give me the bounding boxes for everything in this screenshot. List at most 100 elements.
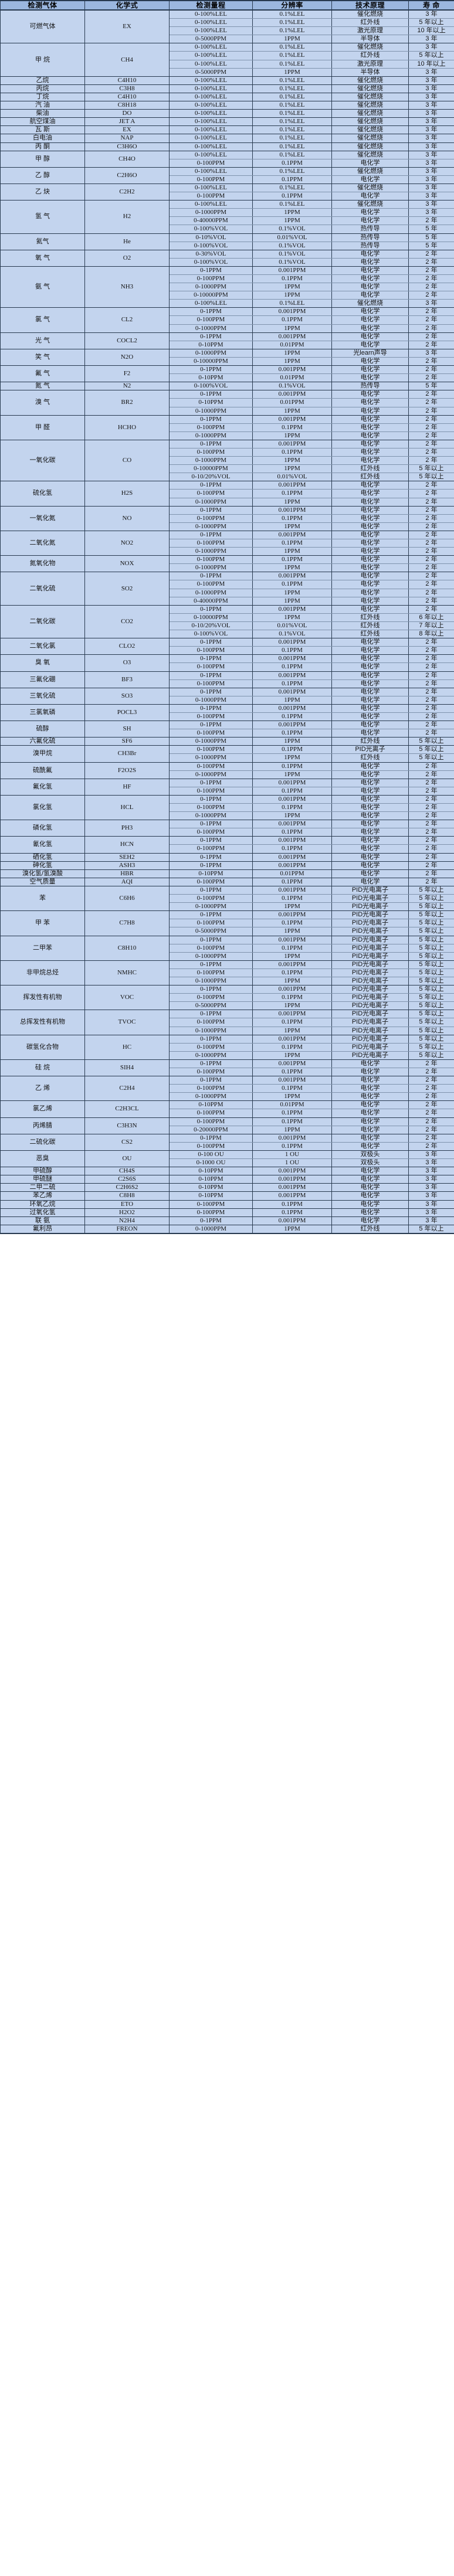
cell-technology: 电化学 — [331, 1125, 409, 1134]
cell-lifespan: 2 年 — [408, 1092, 454, 1102]
cell-detection-range: 0-100PPM — [169, 315, 253, 325]
cell-resolution: 0.01PPM — [252, 398, 332, 407]
table-row: 0-100PPM 0.1PPM 电化学 2 年 — [1, 729, 454, 738]
cell-detection-range: 0-1PPM — [169, 307, 253, 317]
cell-resolution: 0.001PPM — [252, 1076, 332, 1085]
cell-chemical-formula: BR2 — [84, 390, 170, 416]
table-header: 检测气体 化学式 检测量程 分辨率 技术原理 寿 命 — [0, 0, 454, 11]
cell-resolution: 0.001PPM — [252, 604, 332, 614]
cell-lifespan: 8 年以上 — [408, 630, 454, 639]
cell-technology: PID光电离子 — [331, 1042, 409, 1052]
cell-gas-name: 丙 酮 — [0, 142, 85, 151]
cell-lifespan: 2 年 — [408, 671, 454, 680]
cell-lifespan: 5 年以上 — [408, 910, 454, 920]
cell-chemical-formula: CH4S — [84, 1167, 170, 1176]
cell-resolution: 0.001PPM — [252, 481, 332, 490]
table-row: 0-100PPM 0.1PPM PID光电离子 5 年以上 — [1, 1018, 454, 1027]
cell-lifespan: 5 年以上 — [408, 902, 454, 912]
cell-lifespan: 3 年 — [408, 166, 454, 176]
cell-chemical-formula: EX — [84, 125, 170, 135]
cell-gas-name: 乙烷 — [0, 76, 85, 85]
cell-technology: 电化学 — [331, 596, 409, 606]
cell-technology: 电化学 — [331, 1191, 409, 1201]
cell-resolution: 0.1PPM — [252, 943, 332, 953]
cell-detection-range: 0-1PPM — [169, 1010, 253, 1019]
cell-chemical-formula: C2S6S — [84, 1175, 170, 1184]
cell-detection-range: 0-1000PPM — [169, 208, 253, 218]
cell-gas-name: 砷化氢 — [0, 861, 85, 870]
table-row: 氟 气 F2 0-1PPM 0.001PPM 电化学 2 年 — [0, 365, 454, 383]
table-row: 0-1000PPM 1PPM 电化学 2 年 — [1, 770, 454, 779]
cell-resolution: 0.1PPM — [252, 423, 332, 432]
table-row: 甲硫醚 C2S6S 0-10PPM 0.001PPM 电化学 3 年 — [0, 1175, 454, 1184]
cell-resolution: 0.1PPM — [252, 762, 332, 771]
cell-technology: 热传导 — [331, 382, 409, 391]
cell-technology: 电化学 — [331, 373, 409, 383]
cell-chemical-formula: C2H6S2 — [84, 1183, 170, 1192]
cell-lifespan: 2 年 — [408, 1109, 454, 1118]
cell-detection-range: 0-1PPM — [169, 439, 253, 448]
cell-detection-range: 0-100PPM — [169, 1042, 253, 1052]
cell-resolution: 1PPM — [252, 902, 332, 912]
cell-lifespan: 5 年 — [408, 241, 454, 250]
cell-technology: 电化学 — [331, 1167, 409, 1176]
cell-chemical-formula: HCHO — [84, 414, 170, 440]
cell-resolution: 0.1PPM — [252, 712, 332, 722]
cell-resolution: 0.001PPM — [252, 910, 332, 920]
table-row: 0-5000PPM 1PPM PID光电离子 5 年以上 — [1, 1001, 454, 1011]
cell-chemical-formula: NOX — [84, 555, 170, 573]
cell-technology: 电化学 — [331, 216, 409, 226]
cell-technology: 电化学 — [331, 547, 409, 556]
cell-detection-range: 0-100PPM — [169, 1199, 253, 1209]
cell-technology: 电化学 — [331, 192, 409, 201]
cell-technology: PID光电离子 — [331, 935, 409, 944]
cell-resolution: 0.001PPM — [252, 794, 332, 804]
cell-technology: 电化学 — [331, 646, 409, 655]
cell-chemical-formula: N2 — [84, 382, 170, 391]
cell-gas-name: 恶臭 — [0, 1150, 85, 1168]
cell-lifespan: 3 年 — [408, 158, 454, 168]
table-row: 三氟化硼 BF3 0-1PPM 0.001PPM 电化学 2 年 — [0, 671, 454, 688]
cell-gas-name: 臭 氧 — [0, 654, 85, 672]
table-row: 过氧化氢 H2O2 0-100PPM 0.1PPM 电化学 3 年 — [0, 1208, 454, 1217]
table-row: 0-1000PPM 1PPM 电化学 2 年 — [1, 588, 454, 597]
cell-gas-name: 柴油 — [0, 109, 85, 118]
cell-technology: 红外线 — [331, 630, 409, 639]
table-row: 0-100PPM 0.1PPM PID光电离子 5 年以上 — [1, 943, 454, 953]
table-row: 丙烯腈 C3H3N 0-100PPM 0.1PPM 电化学 2 年 — [0, 1117, 454, 1134]
cell-resolution: 0.001PPM — [252, 1175, 332, 1184]
cell-detection-range: 0-100PPM — [169, 762, 253, 771]
cell-lifespan: 5 年以上 — [408, 985, 454, 994]
table-row: 0-100PPM 0.1PPM 电化学 2 年 — [1, 538, 454, 548]
cell-resolution: 1PPM — [252, 324, 332, 333]
cell-lifespan: 2 年 — [408, 456, 454, 465]
cell-detection-range: 0-100PPM — [169, 786, 253, 796]
cell-chemical-formula: COCL2 — [84, 332, 170, 349]
cell-lifespan: 2 年 — [408, 646, 454, 655]
cell-technology: 电化学 — [331, 1100, 409, 1110]
cell-detection-range: 0-1PPM — [169, 481, 253, 490]
table-row: 0-1000PPM 1PPM PID光电离子 5 年以上 — [1, 951, 454, 961]
cell-resolution: 1PPM — [252, 563, 332, 573]
cell-resolution: 1 OU — [252, 1150, 332, 1160]
cell-resolution: 0.1PPM — [252, 662, 332, 672]
cell-resolution: 1PPM — [252, 588, 332, 597]
table-row: 六氟化硫 SF6 0-1000PPM 1PPM 红外线 5 年以上 — [0, 737, 454, 746]
cell-resolution: 1PPM — [252, 976, 332, 986]
table-row: 溴甲烷 CH3Br 0-100PPM 0.1PPM PID光离子 5 年以上 — [0, 745, 454, 763]
cell-lifespan: 7 年以上 — [408, 621, 454, 631]
table-row: 柴油 DO 0-100%LEL 0.1%LEL 催化燃烧 3 年 — [0, 109, 454, 118]
cell-gas-name: 甲 烷 — [0, 43, 85, 77]
cell-lifespan: 2 年 — [408, 555, 454, 565]
table-row: 0-100PPM 0.1PPM 电化学 2 年 — [1, 580, 454, 589]
table-row: 氮 气 N2 0-100%VOL 0.1%VOL 热传导 5 年 — [0, 382, 454, 391]
cell-resolution: 1PPM — [252, 464, 332, 474]
cell-technology: 双极头 — [331, 1150, 409, 1160]
cell-technology: 热传导 — [331, 241, 409, 250]
cell-chemical-formula: F2O2S — [84, 762, 170, 779]
cell-resolution: 0.1%VOL — [252, 257, 332, 267]
cell-resolution: 0.1%LEL — [252, 142, 332, 151]
cell-detection-range: 0-1PPM — [169, 266, 253, 276]
cell-resolution: 0.001PPM — [252, 721, 332, 730]
cell-detection-range: 0-1000PPM — [169, 1026, 253, 1035]
